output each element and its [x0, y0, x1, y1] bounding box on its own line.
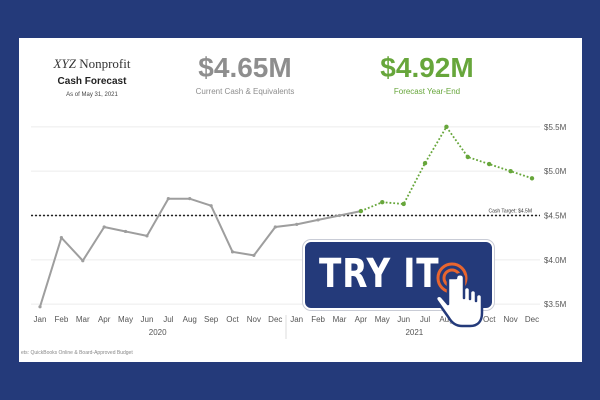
x-tick-label: Sep: [204, 315, 219, 324]
data-point: [38, 305, 42, 309]
y-tick-label: $4.5M: [544, 212, 567, 221]
data-point: [81, 259, 85, 263]
data-point: [444, 124, 449, 130]
year-label: 2021: [405, 328, 423, 337]
as-of-date: As of May 31, 2021: [66, 92, 118, 98]
series-line-1: [360, 125, 533, 212]
x-tick-label: Jan: [34, 315, 47, 324]
x-tick-label: Dec: [525, 315, 539, 324]
x-tick-label: Aug: [183, 315, 197, 324]
x-tick-label: Apr: [98, 315, 111, 324]
x-tick-label: Oct: [226, 315, 239, 324]
y-tick-label: $5.0M: [544, 167, 567, 176]
x-tick-label: Mar: [76, 315, 90, 324]
x-tick-label: Dec: [268, 315, 282, 324]
data-point: [380, 200, 385, 205]
data-point: [188, 197, 192, 201]
label-layer: $3.5M $4.0M $4.5M $5.0M $5.5M Cash Target: $4…: [34, 123, 567, 337]
kpi-forecast-year-end: $4.92M Forecast Year-End: [363, 52, 491, 96]
data-point: [145, 234, 149, 238]
x-tick-label: Jan: [290, 315, 303, 324]
data-point: [337, 213, 342, 218]
data-point: [401, 201, 406, 207]
org-name: XYZ Nonprofit: [33, 56, 151, 72]
data-point: [230, 250, 235, 254]
data-point: [529, 176, 535, 181]
cash-target-label: Cash Target: $4.5M: [488, 209, 532, 215]
tap-hand-icon: [434, 262, 484, 328]
data-point: [102, 225, 106, 229]
x-tick-label: Jul: [420, 315, 430, 324]
data-point: [209, 204, 213, 208]
dashboard-card: XYZ Nonprofit Cash Forecast As of May 31…: [19, 38, 582, 362]
x-tick-label: Jul: [163, 315, 173, 324]
data-point: [358, 208, 364, 214]
x-tick-label: Mar: [333, 315, 347, 324]
data-point: [295, 222, 299, 226]
kpi-current-cash-label: Current Cash & Equivalents: [195, 87, 295, 96]
report-title: Cash Forecast: [57, 76, 127, 87]
org-name-word: Nonprofit: [79, 56, 131, 71]
year-label: 2020: [149, 328, 167, 337]
data-point: [316, 218, 320, 222]
org-name-xyz: XYZ: [53, 56, 76, 71]
x-tick-label: Feb: [54, 315, 68, 324]
point-layer: [38, 124, 535, 309]
source-footnote: ets: QuickBooks Online & Board-Approved …: [21, 350, 133, 356]
kpi-current-cash: $4.65M Current Cash & Equivalents: [179, 52, 311, 96]
data-point: [465, 154, 471, 160]
data-point: [252, 253, 256, 257]
kpi-forecast-value: $4.92M: [380, 52, 474, 83]
x-tick-label: Oct: [483, 315, 496, 324]
series-line-0: [39, 197, 362, 308]
data-point: [273, 225, 277, 229]
kpi-current-cash-value: $4.65M: [198, 52, 292, 83]
x-tick-label: Feb: [311, 315, 325, 324]
y-tick-label: $4.0M: [544, 256, 567, 265]
x-tick-label: Apr: [355, 315, 368, 324]
data-point: [487, 161, 492, 167]
data-point: [508, 168, 513, 174]
data-point: [123, 229, 128, 234]
cash-forecast-chart: $3.5M $4.0M $4.5M $5.0M $5.5M Cash Target: $4…: [31, 123, 567, 339]
x-tick-label: Nov: [247, 315, 261, 324]
data-point: [59, 236, 63, 240]
kpi-forecast-label: Forecast Year-End: [393, 87, 461, 96]
brand-block: XYZ Nonprofit Cash Forecast As of May 31…: [33, 56, 151, 98]
x-tick-label: May: [118, 315, 133, 324]
x-tick-label: Aug: [439, 315, 453, 324]
data-point: [166, 197, 170, 201]
x-tick-label: May: [375, 315, 390, 324]
y-tick-label: $5.5M: [544, 123, 567, 132]
try-it-label: TRY IT: [319, 251, 440, 297]
x-tick-label: Jun: [141, 315, 154, 324]
y-tick-label: $3.5M: [544, 300, 567, 309]
try-it-button[interactable]: TRY IT: [303, 240, 494, 328]
x-tick-label: Nov: [503, 315, 517, 324]
data-point: [422, 161, 428, 166]
line-layer: [39, 125, 533, 308]
x-tick-label: Jun: [397, 315, 410, 324]
